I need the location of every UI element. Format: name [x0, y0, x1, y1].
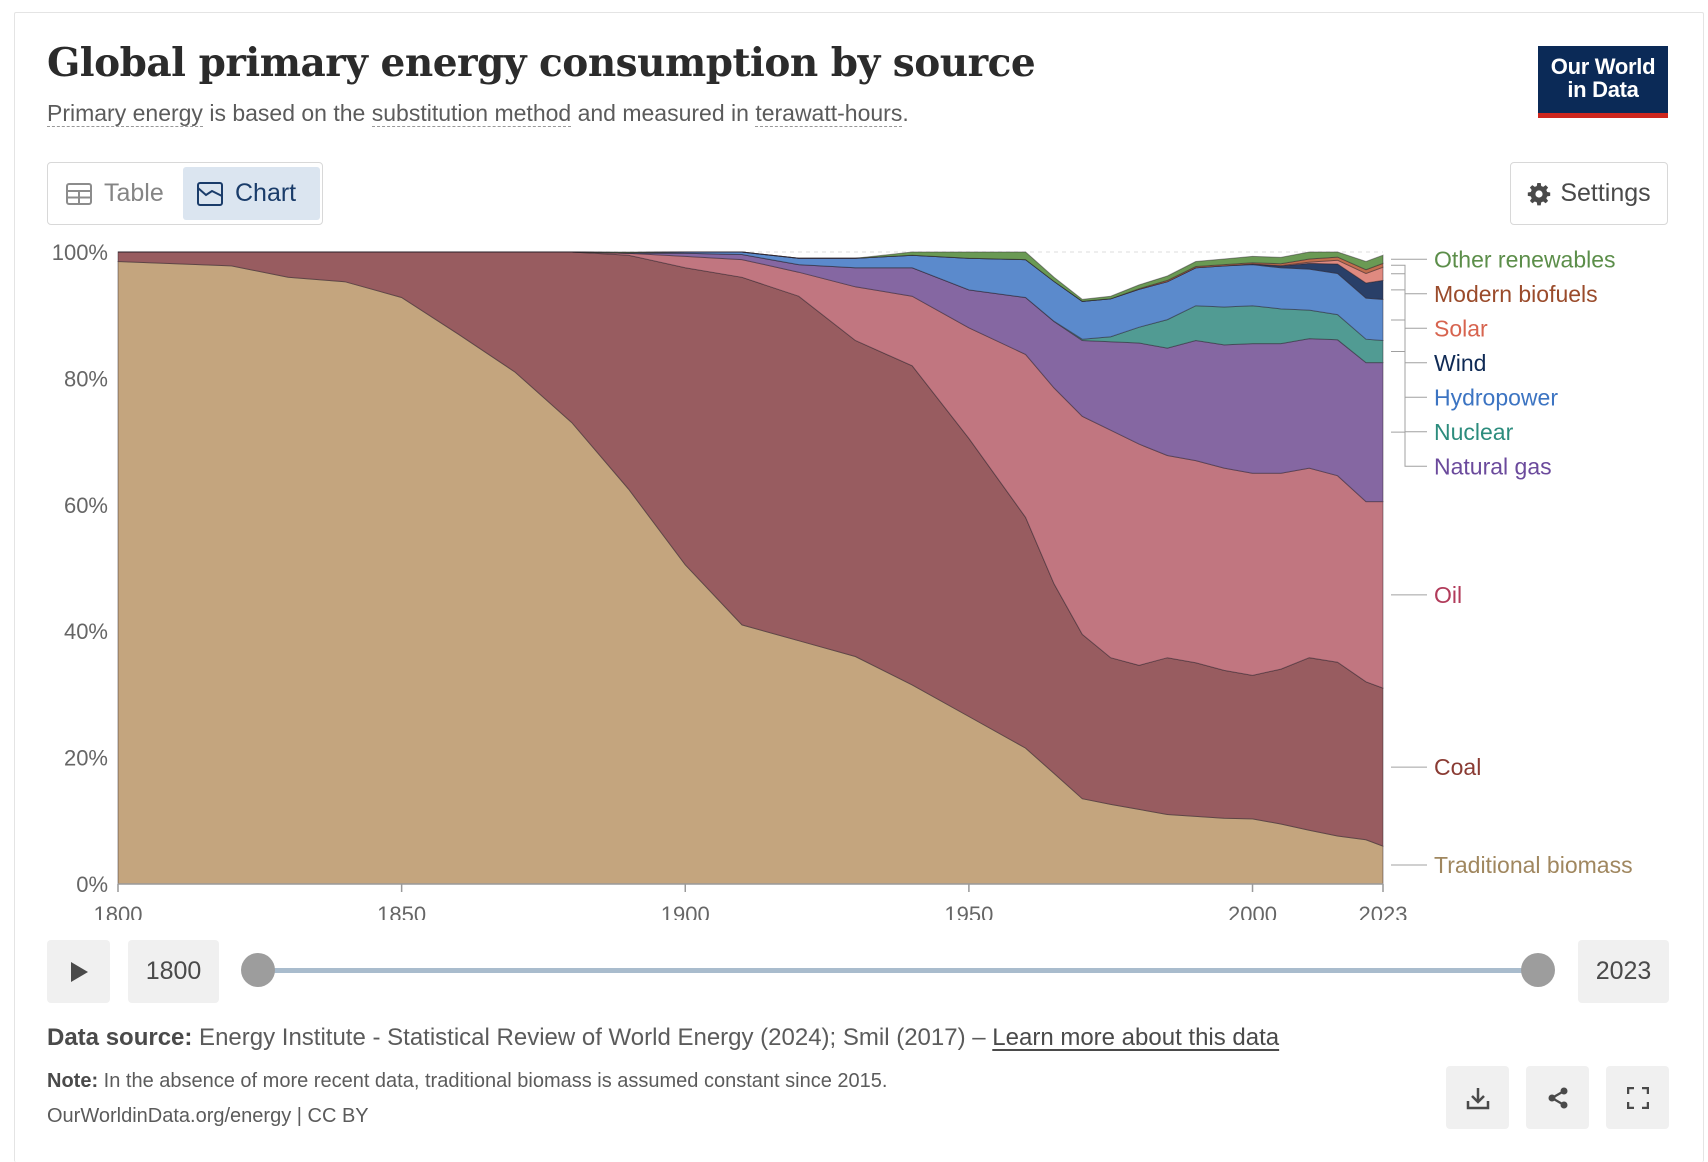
download-icon: [1466, 1087, 1489, 1109]
settings-label: Settings: [1560, 179, 1651, 207]
legend-label-natural-gas[interactable]: Natural gas: [1434, 453, 1552, 479]
timeline-end-handle[interactable]: [1521, 953, 1555, 987]
subtitle-text-1: is based on the: [202, 100, 372, 126]
settings-button[interactable]: Settings: [1510, 162, 1668, 225]
end-year-label[interactable]: 2023: [1578, 940, 1669, 1003]
x-tick-label: 1800: [94, 902, 143, 920]
area-modern-biofuels[interactable]: [118, 251, 1384, 302]
download-button[interactable]: [1446, 1066, 1509, 1129]
stacked-area-chart: 0% 20% 40% 60% 80% 100% 1800 1850 1900 1950 2000 20…: [52, 240, 1633, 920]
area-chart-icon: [197, 181, 223, 206]
y-tick-label: 100%: [52, 240, 108, 265]
legend-label-other-renewables[interactable]: Other renewables: [1434, 246, 1616, 272]
x-tick-label: 1950: [944, 902, 993, 920]
subtitle-text-2: and measured in: [571, 100, 756, 126]
start-year-label[interactable]: 1800: [128, 940, 219, 1003]
x-tick-label: 1900: [661, 902, 710, 920]
legend-label-oil[interactable]: Oil: [1434, 582, 1462, 608]
view-tabs: Table Chart: [47, 162, 323, 225]
legend-connector: [1391, 351, 1427, 433]
y-tick-label: 60%: [64, 493, 108, 518]
terawatt-hours-link[interactable]: terawatt-hours: [755, 100, 903, 127]
legend-label-wind[interactable]: Wind: [1434, 350, 1486, 376]
x-tick-label: 1850: [377, 902, 426, 920]
legend-label-modern-biofuels[interactable]: Modern biofuels: [1434, 281, 1598, 307]
note-text: In the absence of more recent data, trad…: [98, 1070, 888, 1092]
area-solar[interactable]: [118, 251, 1384, 302]
y-tick-label: 40%: [64, 619, 108, 644]
gear-icon: [1528, 182, 1551, 205]
fullscreen-button[interactable]: [1606, 1066, 1669, 1129]
area-hydropower[interactable]: [118, 251, 1384, 342]
note: Note: In the absence of more recent data…: [47, 1070, 887, 1093]
logo-line-1: Our World: [1550, 54, 1656, 79]
source-label: Data source:: [47, 1024, 193, 1051]
subtitle-end: .: [902, 100, 909, 126]
fullscreen-icon: [1626, 1086, 1649, 1109]
legend-label-solar[interactable]: Solar: [1434, 315, 1488, 341]
timeline-track[interactable]: [258, 968, 1538, 973]
table-icon: [66, 182, 92, 205]
tab-table[interactable]: Table: [52, 167, 182, 220]
data-source: Data source: Energy Institute - Statisti…: [47, 1024, 1279, 1052]
learn-more-link[interactable]: Learn more about this data: [992, 1024, 1280, 1051]
tab-table-label: Table: [104, 179, 164, 207]
area-other-renewables[interactable]: [118, 251, 1384, 302]
primary-energy-link[interactable]: Primary energy: [47, 100, 203, 127]
chart-title: Global primary energy consumption by sou…: [47, 40, 1036, 86]
x-tick-label: 2000: [1228, 902, 1277, 920]
share-icon: [1548, 1087, 1567, 1108]
y-tick-label: 20%: [64, 746, 108, 771]
tab-chart[interactable]: Chart: [183, 167, 320, 220]
note-label: Note:: [47, 1070, 99, 1092]
share-button[interactable]: [1526, 1066, 1589, 1129]
source-text: Energy Institute - Statistical Review of…: [192, 1024, 993, 1051]
y-tick-label: 0%: [76, 872, 108, 897]
chart-card: [14, 12, 1704, 1162]
area-wind[interactable]: [118, 251, 1384, 302]
play-icon: [70, 961, 88, 982]
legend-label-nuclear[interactable]: Nuclear: [1434, 419, 1514, 445]
legend-label-traditional-biomass[interactable]: Traditional biomass: [1434, 852, 1633, 878]
owid-logo[interactable]: Our World in Data: [1538, 46, 1668, 118]
legend-connector: [1391, 319, 1427, 398]
y-tick-label: 80%: [64, 366, 108, 391]
timeline-start-handle[interactable]: [241, 953, 275, 987]
legend-label-coal[interactable]: Coal: [1434, 754, 1481, 780]
credit-line[interactable]: OurWorldinData.org/energy | CC BY: [47, 1105, 369, 1127]
area-coal[interactable]: [117, 251, 1384, 847]
play-button[interactable]: [47, 940, 110, 1003]
substitution-method-link[interactable]: substitution method: [371, 100, 572, 127]
chart-subtitle: Primary energy is based on the substitut…: [47, 100, 909, 127]
tab-chart-label: Chart: [235, 179, 297, 207]
x-tick-label: 2023: [1359, 902, 1408, 920]
legend-label-hydropower[interactable]: Hydropower: [1434, 384, 1558, 410]
logo-line-2: in Data: [1567, 77, 1639, 102]
legend-connector: [1391, 431, 1427, 467]
